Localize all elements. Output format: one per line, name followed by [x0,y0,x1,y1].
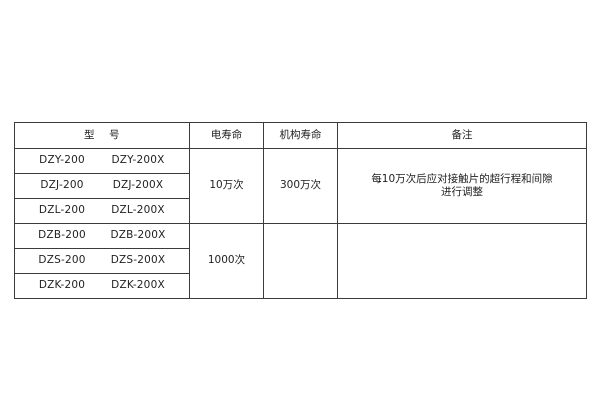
column-header-mechanical-life: 机构寿命 [263,122,338,149]
cell-model-5: DZS-200 DZS-200X [14,248,190,274]
model-code-primary: DZL-200 [38,204,86,217]
cell-remark-group-2 [337,223,587,299]
table-row: DZL-200 DZL-200X [14,198,587,224]
column-header-model-char-1: 型 [84,128,95,141]
cell-remark-group-1: 每10万次后应对接触片的超行程和间隙 进行调整 [337,148,587,224]
relay-specification-table: 型号 电寿命 机构寿命 备注 DZY-200 DZY-200X 10万次 300万… [14,122,587,299]
table-header: 型号 电寿命 机构寿命 备注 [14,122,587,149]
cell-model-1: DZY-200 DZY-200X [14,148,190,174]
model-code-variant: DZY-200X [111,154,165,167]
remark-line-1: 每10万次后应对接触片的超行程和间隙 [371,172,553,185]
table-row: DZY-200 DZY-200X 10万次 300万次 每10万次后应对接触片的超… [14,148,587,224]
column-header-electrical-life: 电寿命 [189,122,264,149]
model-code-primary: DZJ-200 [40,179,84,192]
table-row: DZS-200 DZS-200X [14,248,587,274]
cell-model-2: DZJ-200 DZJ-200X [14,173,190,199]
model-code-variant: DZS-200X [110,254,166,267]
model-code-primary: DZS-200 [38,254,86,267]
column-header-model: 型号 [14,122,190,149]
table-row: DZB-200 DZB-200X 1000次 [14,223,587,299]
model-code-variant: DZB-200X [110,229,166,242]
table-body: DZY-200 DZY-200X 10万次 300万次 每10万次后应对接触片的超… [14,148,587,299]
table-row: DZK-200 DZK-200X [14,273,587,299]
remark-line-2: 进行调整 [441,186,483,198]
cell-model-4: DZB-200 DZB-200X [14,223,190,249]
model-code-variant: DZL-200X [111,204,165,217]
cell-mechanical-life-group-2 [263,223,338,299]
column-header-model-char-2: 号 [109,128,120,141]
cell-mechanical-life-group-1: 300万次 [263,148,338,224]
model-code-primary: DZY-200 [39,154,85,167]
cell-model-6: DZK-200 DZK-200X [14,273,190,299]
cell-electrical-life-group-1: 10万次 [189,148,264,224]
model-code-variant: DZJ-200X [112,179,164,192]
model-code-variant: DZK-200X [111,279,165,292]
cell-model-3: DZL-200 DZL-200X [14,198,190,224]
table-row: DZJ-200 DZJ-200X [14,173,587,199]
model-code-primary: DZB-200 [38,229,86,242]
cell-electrical-life-group-2: 1000次 [189,223,264,299]
table-header-row: 型号 电寿命 机构寿命 备注 [14,122,587,149]
column-header-remark: 备注 [337,122,587,149]
model-code-primary: DZK-200 [38,279,86,292]
